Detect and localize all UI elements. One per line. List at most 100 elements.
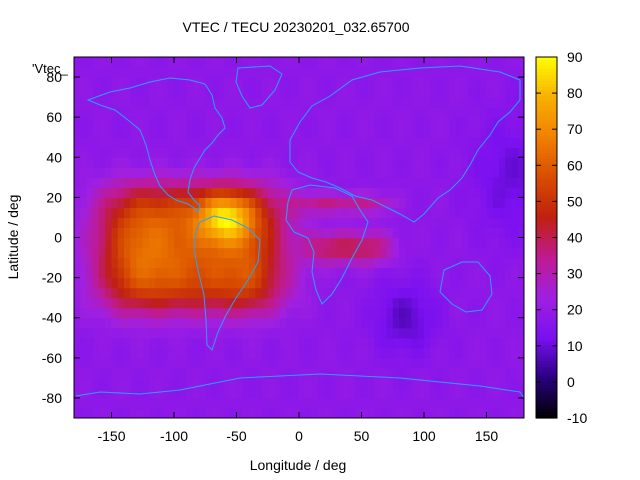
heatmap-cell <box>386 257 394 269</box>
heatmap-cell <box>211 207 219 219</box>
heatmap-cell <box>224 267 231 279</box>
heatmap-cell <box>167 317 175 329</box>
heatmap-cell <box>174 327 181 339</box>
heatmap-cell <box>461 177 469 188</box>
heatmap-cell <box>511 157 519 168</box>
heatmap-cell <box>99 307 106 319</box>
heatmap-cell <box>480 307 488 319</box>
heatmap-cell <box>330 267 338 279</box>
heatmap-cell <box>349 147 356 158</box>
colorbar-segment <box>536 351 557 356</box>
heatmap-cell <box>174 387 181 399</box>
heatmap-cell <box>386 267 394 279</box>
heatmap-cell <box>105 107 113 118</box>
heatmap-cell <box>199 137 206 148</box>
heatmap-cell <box>230 407 238 418</box>
heatmap-cell <box>336 97 344 108</box>
heatmap-cell <box>417 217 425 229</box>
heatmap-cell <box>405 247 413 259</box>
heatmap-cell <box>149 257 156 269</box>
heatmap-cell <box>517 257 524 269</box>
heatmap-cell <box>361 217 369 229</box>
heatmap-cell <box>199 127 206 138</box>
heatmap-cell <box>417 117 425 128</box>
heatmap-cell <box>367 287 375 299</box>
heatmap-cell <box>305 397 313 409</box>
colorbar-segment <box>536 174 557 178</box>
heatmap-cell <box>249 257 256 269</box>
heatmap-cell <box>205 267 213 279</box>
colorbar-segment <box>536 354 557 359</box>
heatmap-cell <box>480 247 488 259</box>
heatmap-cell <box>486 257 494 269</box>
heatmap-cell <box>517 57 524 68</box>
heatmap-cell <box>299 127 306 138</box>
heatmap-cell <box>399 347 406 359</box>
heatmap-cell <box>492 157 500 168</box>
heatmap-cell <box>367 147 375 158</box>
heatmap-cell <box>405 397 413 409</box>
heatmap-cell <box>317 277 325 289</box>
heatmap-cell <box>405 97 413 108</box>
heatmap-cell <box>417 97 425 108</box>
heatmap-cell <box>92 347 100 359</box>
heatmap-cell <box>167 187 175 198</box>
colorbar-segment <box>536 78 557 82</box>
heatmap-cell <box>274 367 281 379</box>
heatmap-cell <box>286 337 294 349</box>
heatmap-cell <box>292 327 300 339</box>
heatmap-cell <box>405 207 413 219</box>
heatmap-cell <box>467 347 475 359</box>
heatmap-cell <box>480 187 488 198</box>
heatmap-cell <box>205 87 213 98</box>
heatmap-cell <box>324 147 331 158</box>
heatmap-cell <box>205 397 213 409</box>
heatmap-cell <box>305 197 313 209</box>
heatmap-cell <box>174 227 181 239</box>
heatmap-cell <box>224 197 231 209</box>
heatmap-cell <box>405 347 413 359</box>
heatmap-cell <box>167 287 175 299</box>
heatmap-cell <box>486 317 494 329</box>
heatmap-cell <box>142 277 150 289</box>
heatmap-cell <box>242 87 250 98</box>
heatmap-cell <box>505 137 513 148</box>
heatmap-cell <box>174 237 181 249</box>
heatmap-cell <box>99 127 106 138</box>
heatmap-cell <box>392 277 400 289</box>
heatmap-cell <box>511 77 519 88</box>
heatmap-cell <box>430 77 438 88</box>
heatmap-cell <box>274 337 281 349</box>
heatmap-cell <box>149 307 156 319</box>
heatmap-cell <box>224 357 231 369</box>
heatmap-cell <box>161 137 169 148</box>
heatmap-cell <box>74 97 81 108</box>
heatmap-cell <box>167 297 175 309</box>
heatmap-cell <box>374 327 381 339</box>
heatmap-cell <box>455 197 463 209</box>
heatmap-cell <box>411 327 419 339</box>
heatmap-cell <box>230 317 238 329</box>
colorbar-segment <box>536 114 557 118</box>
heatmap-cell <box>111 297 119 309</box>
heatmap-cell <box>261 337 269 349</box>
heatmap-cell <box>467 57 475 68</box>
heatmap-cell <box>267 347 275 359</box>
heatmap-cell <box>186 67 194 78</box>
heatmap-cell <box>467 257 475 269</box>
heatmap-cell <box>411 77 419 88</box>
heatmap-cell <box>386 277 394 289</box>
heatmap-cell <box>205 277 213 289</box>
heatmap-cell <box>211 267 219 279</box>
heatmap-cell <box>411 257 419 269</box>
heatmap-cell <box>280 327 288 339</box>
heatmap-cell <box>461 137 469 148</box>
heatmap-cell <box>399 217 406 229</box>
coastline-eurasia <box>289 65 521 223</box>
heatmap-cell <box>224 387 231 399</box>
heatmap-cell <box>374 237 381 249</box>
heatmap-cell <box>261 287 269 299</box>
heatmap-cell <box>199 117 206 128</box>
heatmap-cell <box>455 227 463 239</box>
heatmap-cell <box>417 157 425 168</box>
